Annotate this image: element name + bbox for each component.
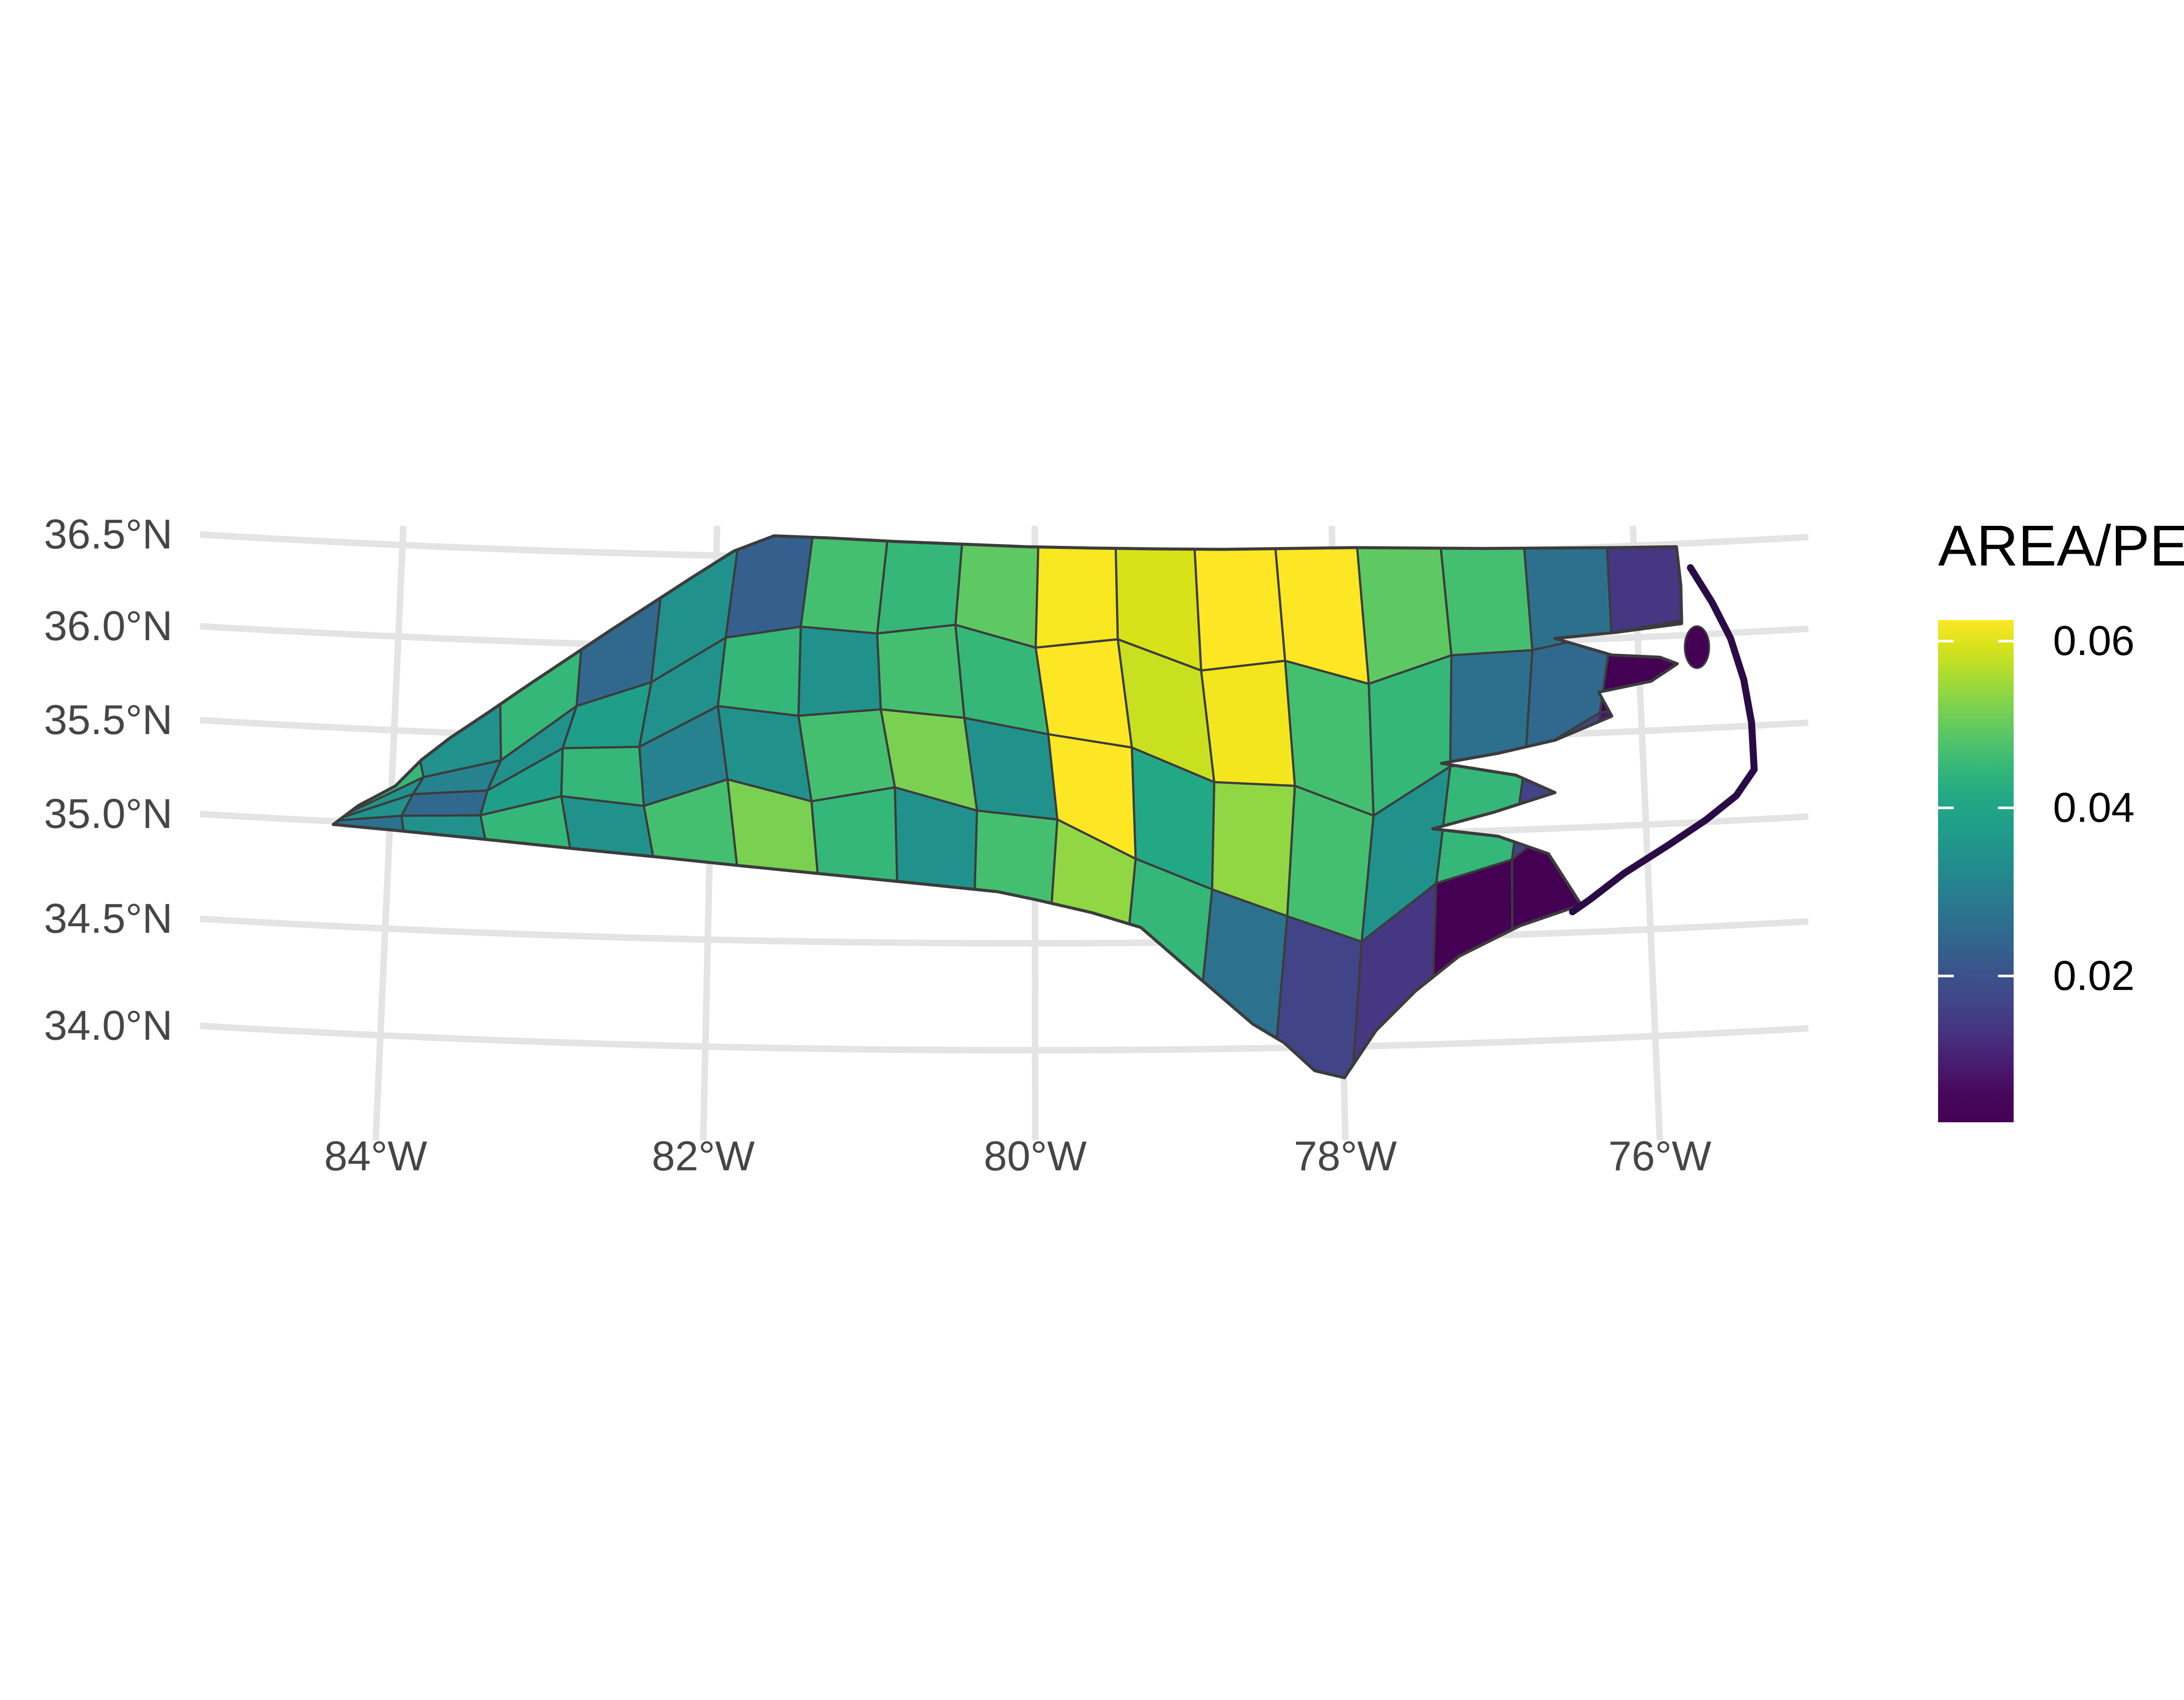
county xyxy=(1272,536,1370,685)
county xyxy=(894,786,978,916)
x-axis-tick-label: 76°W xyxy=(1608,1133,1711,1179)
legend-tick-mark xyxy=(1998,975,2014,978)
county xyxy=(400,789,489,817)
county xyxy=(1200,659,1296,787)
legend-tick-mark xyxy=(1998,640,2014,643)
x-axis-tick-label: 82°W xyxy=(652,1133,755,1179)
outer-banks xyxy=(1569,564,1758,915)
legend-tick-label: 0.04 xyxy=(2053,784,2135,831)
legend-tick-mark xyxy=(1998,807,2014,810)
y-axis-tick-label: 35.0°N xyxy=(44,790,173,838)
legend-tick-label: 0.02 xyxy=(2053,952,2135,1000)
county xyxy=(1273,915,1363,1078)
county xyxy=(1034,536,1119,649)
y-axis-tick-label: 34.0°N xyxy=(44,1002,173,1049)
x-axis-tick-label: 84°W xyxy=(324,1133,427,1179)
gridline-parallel xyxy=(200,915,1809,947)
county xyxy=(876,624,966,719)
legend-tick-mark xyxy=(1938,640,1954,643)
x-axis-tick-label: 80°W xyxy=(984,1133,1087,1179)
county xyxy=(1510,795,1597,978)
legend-tick-mark xyxy=(1938,975,1954,978)
y-axis-tick-label: 34.5°N xyxy=(44,895,173,942)
county xyxy=(1437,536,1534,657)
legend-colorbar xyxy=(1938,620,2014,1122)
county xyxy=(797,708,896,803)
county xyxy=(963,717,1059,821)
legend-tick-mark xyxy=(1938,807,1954,810)
gridline-meridian xyxy=(372,525,407,1141)
legend-title: AREA/PERIMETER^2 xyxy=(1938,514,2184,578)
county xyxy=(1197,888,1289,1072)
county xyxy=(1192,536,1286,672)
county xyxy=(1034,638,1133,749)
roanoke-island xyxy=(1684,625,1710,669)
county xyxy=(973,809,1059,945)
county xyxy=(1430,858,1514,1035)
county xyxy=(1521,536,1613,652)
county xyxy=(797,625,882,717)
county xyxy=(876,536,965,635)
county xyxy=(810,786,899,908)
y-axis-tick-label: 35.5°N xyxy=(44,697,173,744)
county xyxy=(400,814,492,868)
y-axis-tick-label: 36.5°N xyxy=(44,511,173,558)
county-polygons xyxy=(333,536,1682,1078)
county xyxy=(717,625,802,717)
x-axis-tick-label: 78°W xyxy=(1294,1133,1397,1179)
gridline-parallel xyxy=(200,1022,1809,1054)
y-axis-tick-label: 36.0°N xyxy=(44,603,173,650)
legend-tick-label: 0.06 xyxy=(2053,617,2135,665)
state-border xyxy=(332,534,1683,1079)
